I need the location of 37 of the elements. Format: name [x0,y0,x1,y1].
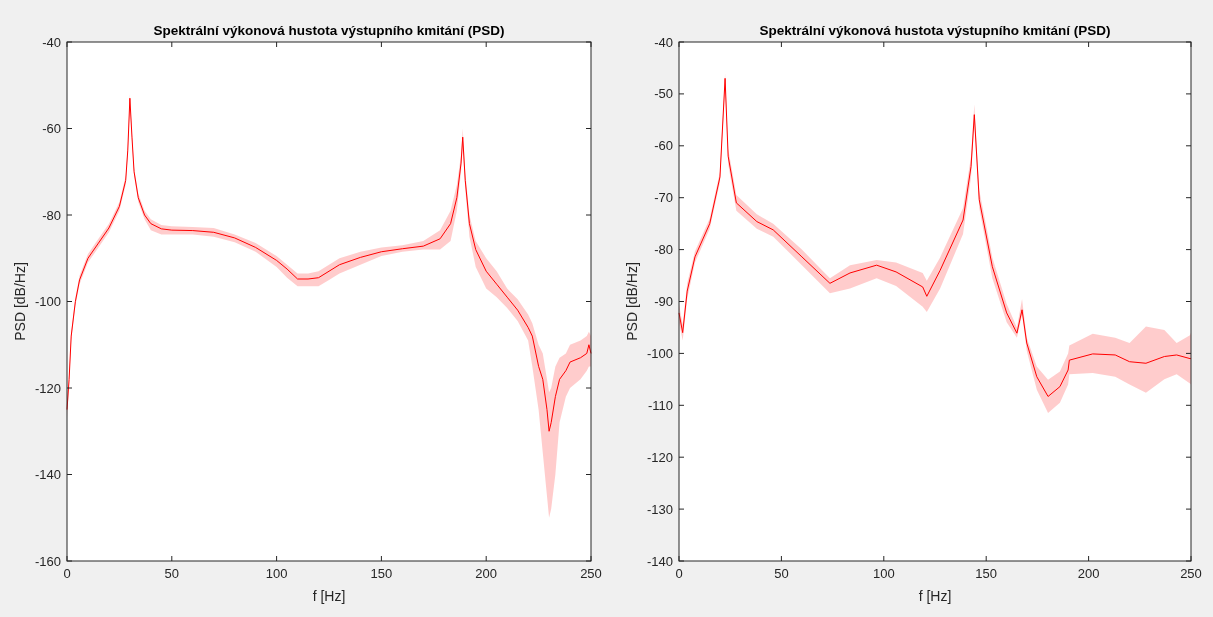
y-tick-label: -140 [34,467,61,482]
y-tick-label: -60 [654,138,673,154]
y-tick-label: -100 [646,345,673,361]
y-tick-label: -130 [646,501,673,517]
y-axis-title: PSD [dB/Hz] [624,262,640,341]
y-tick-label: -120 [646,449,673,465]
y-tick-label: -140 [646,553,673,569]
x-tick-label: 250 [580,566,602,581]
y-tick-label: -100 [34,294,61,309]
y-tick-label: -110 [647,397,673,413]
x-tick-label: 100 [265,566,288,581]
y-tick-label: -70 [654,190,673,206]
x-tick-label: 200 [1077,566,1100,581]
chart-title: Spektrální výkonová hustota výstupního kmitání (PSD) [153,23,505,38]
y-tick-label: -80 [42,207,61,223]
x-tick-label: 50 [774,566,789,581]
y-tick-label: -80 [654,242,673,258]
y-tick-label: -160 [34,553,61,569]
y-tick-label: -40 [42,34,61,50]
x-tick-label: 50 [164,566,180,581]
x-tick-label: 150 [370,566,393,581]
y-tick-label: -120 [34,380,61,396]
x-tick-label: 150 [975,566,998,581]
x-tick-label: 250 [1180,566,1202,581]
x-axis-title: f [Hz] [312,588,346,604]
x-tick-label: 100 [872,566,895,581]
x-tick-label: 200 [475,566,498,581]
x-axis-title: f [Hz] [918,588,952,604]
chart-title: Spektrální výkonová hustota výstupního kmitání (PSD) [759,23,1111,38]
line-series [66,97,592,432]
y-tick-label: -50 [654,86,673,102]
x-tick-label: 0 [675,566,683,581]
y-tick-label: -40 [654,34,673,50]
y-tick-label: -60 [42,121,61,136]
x-tick-label: 0 [63,566,71,581]
y-axis-title: PSD [dB/Hz] [12,262,28,341]
y-tick-label: -90 [654,294,673,309]
